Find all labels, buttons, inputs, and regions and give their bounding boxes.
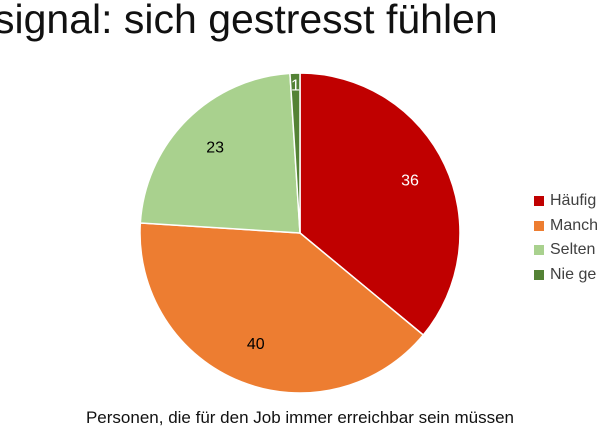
pie-data-label: 1 [291,77,300,94]
pie-slice [289,72,301,234]
pie-data-label: 36 [401,173,419,190]
pie-data-label: 23 [206,140,224,157]
legend-label: Nie ge [550,265,597,283]
pie-data-label: 40 [247,336,265,353]
legend-swatch [534,196,544,207]
legend-swatch [534,269,544,280]
chart-title: signal: sich gestresst fühlen [0,0,498,42]
legend-swatch [534,245,544,256]
legend-item: Selten [534,238,598,263]
legend-item: Nie ge [534,263,598,288]
pie-slice [139,72,301,234]
legend: Häufig Manch Selten Nie ge [534,189,598,287]
x-axis-caption: Personen, die für den Job immer erreichb… [85,408,515,427]
pie-slice [299,72,461,337]
legend-item: Manch [534,214,598,239]
legend-label: Manch [550,216,599,234]
legend-label: Selten [550,241,596,259]
legend-swatch [534,220,544,231]
legend-item: Häufig [534,189,598,214]
legend-label: Häufig [550,192,597,210]
pie-slice [139,222,425,394]
